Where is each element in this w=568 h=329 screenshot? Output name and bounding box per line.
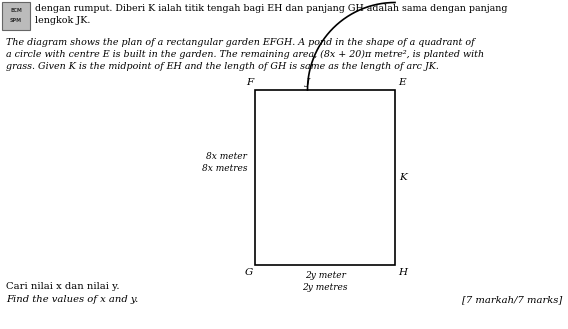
Bar	[2, 2, 30, 30]
Text: 8x metres: 8x metres	[202, 164, 247, 173]
Text: K: K	[399, 173, 407, 182]
Text: dengan rumput. Diberi K ialah titik tengah bagi EH dan panjang GH adalah sama de: dengan rumput. Diberi K ialah titik teng…	[35, 4, 507, 25]
Text: 8x meter: 8x meter	[206, 152, 247, 161]
Text: Cari nilai x dan nilai y.: Cari nilai x dan nilai y.	[6, 282, 119, 291]
Bar	[255, 90, 395, 265]
Text: E: E	[398, 78, 406, 87]
Text: 2y metres: 2y metres	[302, 283, 348, 292]
Text: ECM: ECM	[10, 8, 22, 13]
Text: The diagram shows the plan of a rectangular garden EFGH. A pond in the shape of : The diagram shows the plan of a rectangu…	[6, 38, 484, 71]
Text: 2y meter: 2y meter	[304, 271, 345, 280]
Text: J: J	[306, 78, 310, 87]
Text: [7 markah/7 marks]: [7 markah/7 marks]	[462, 295, 562, 304]
Text: H: H	[398, 268, 407, 277]
Text: F: F	[246, 78, 253, 87]
Text: G: G	[245, 268, 253, 277]
Text: SPM: SPM	[10, 17, 22, 22]
Text: Find the values of x and y.: Find the values of x and y.	[6, 295, 138, 304]
